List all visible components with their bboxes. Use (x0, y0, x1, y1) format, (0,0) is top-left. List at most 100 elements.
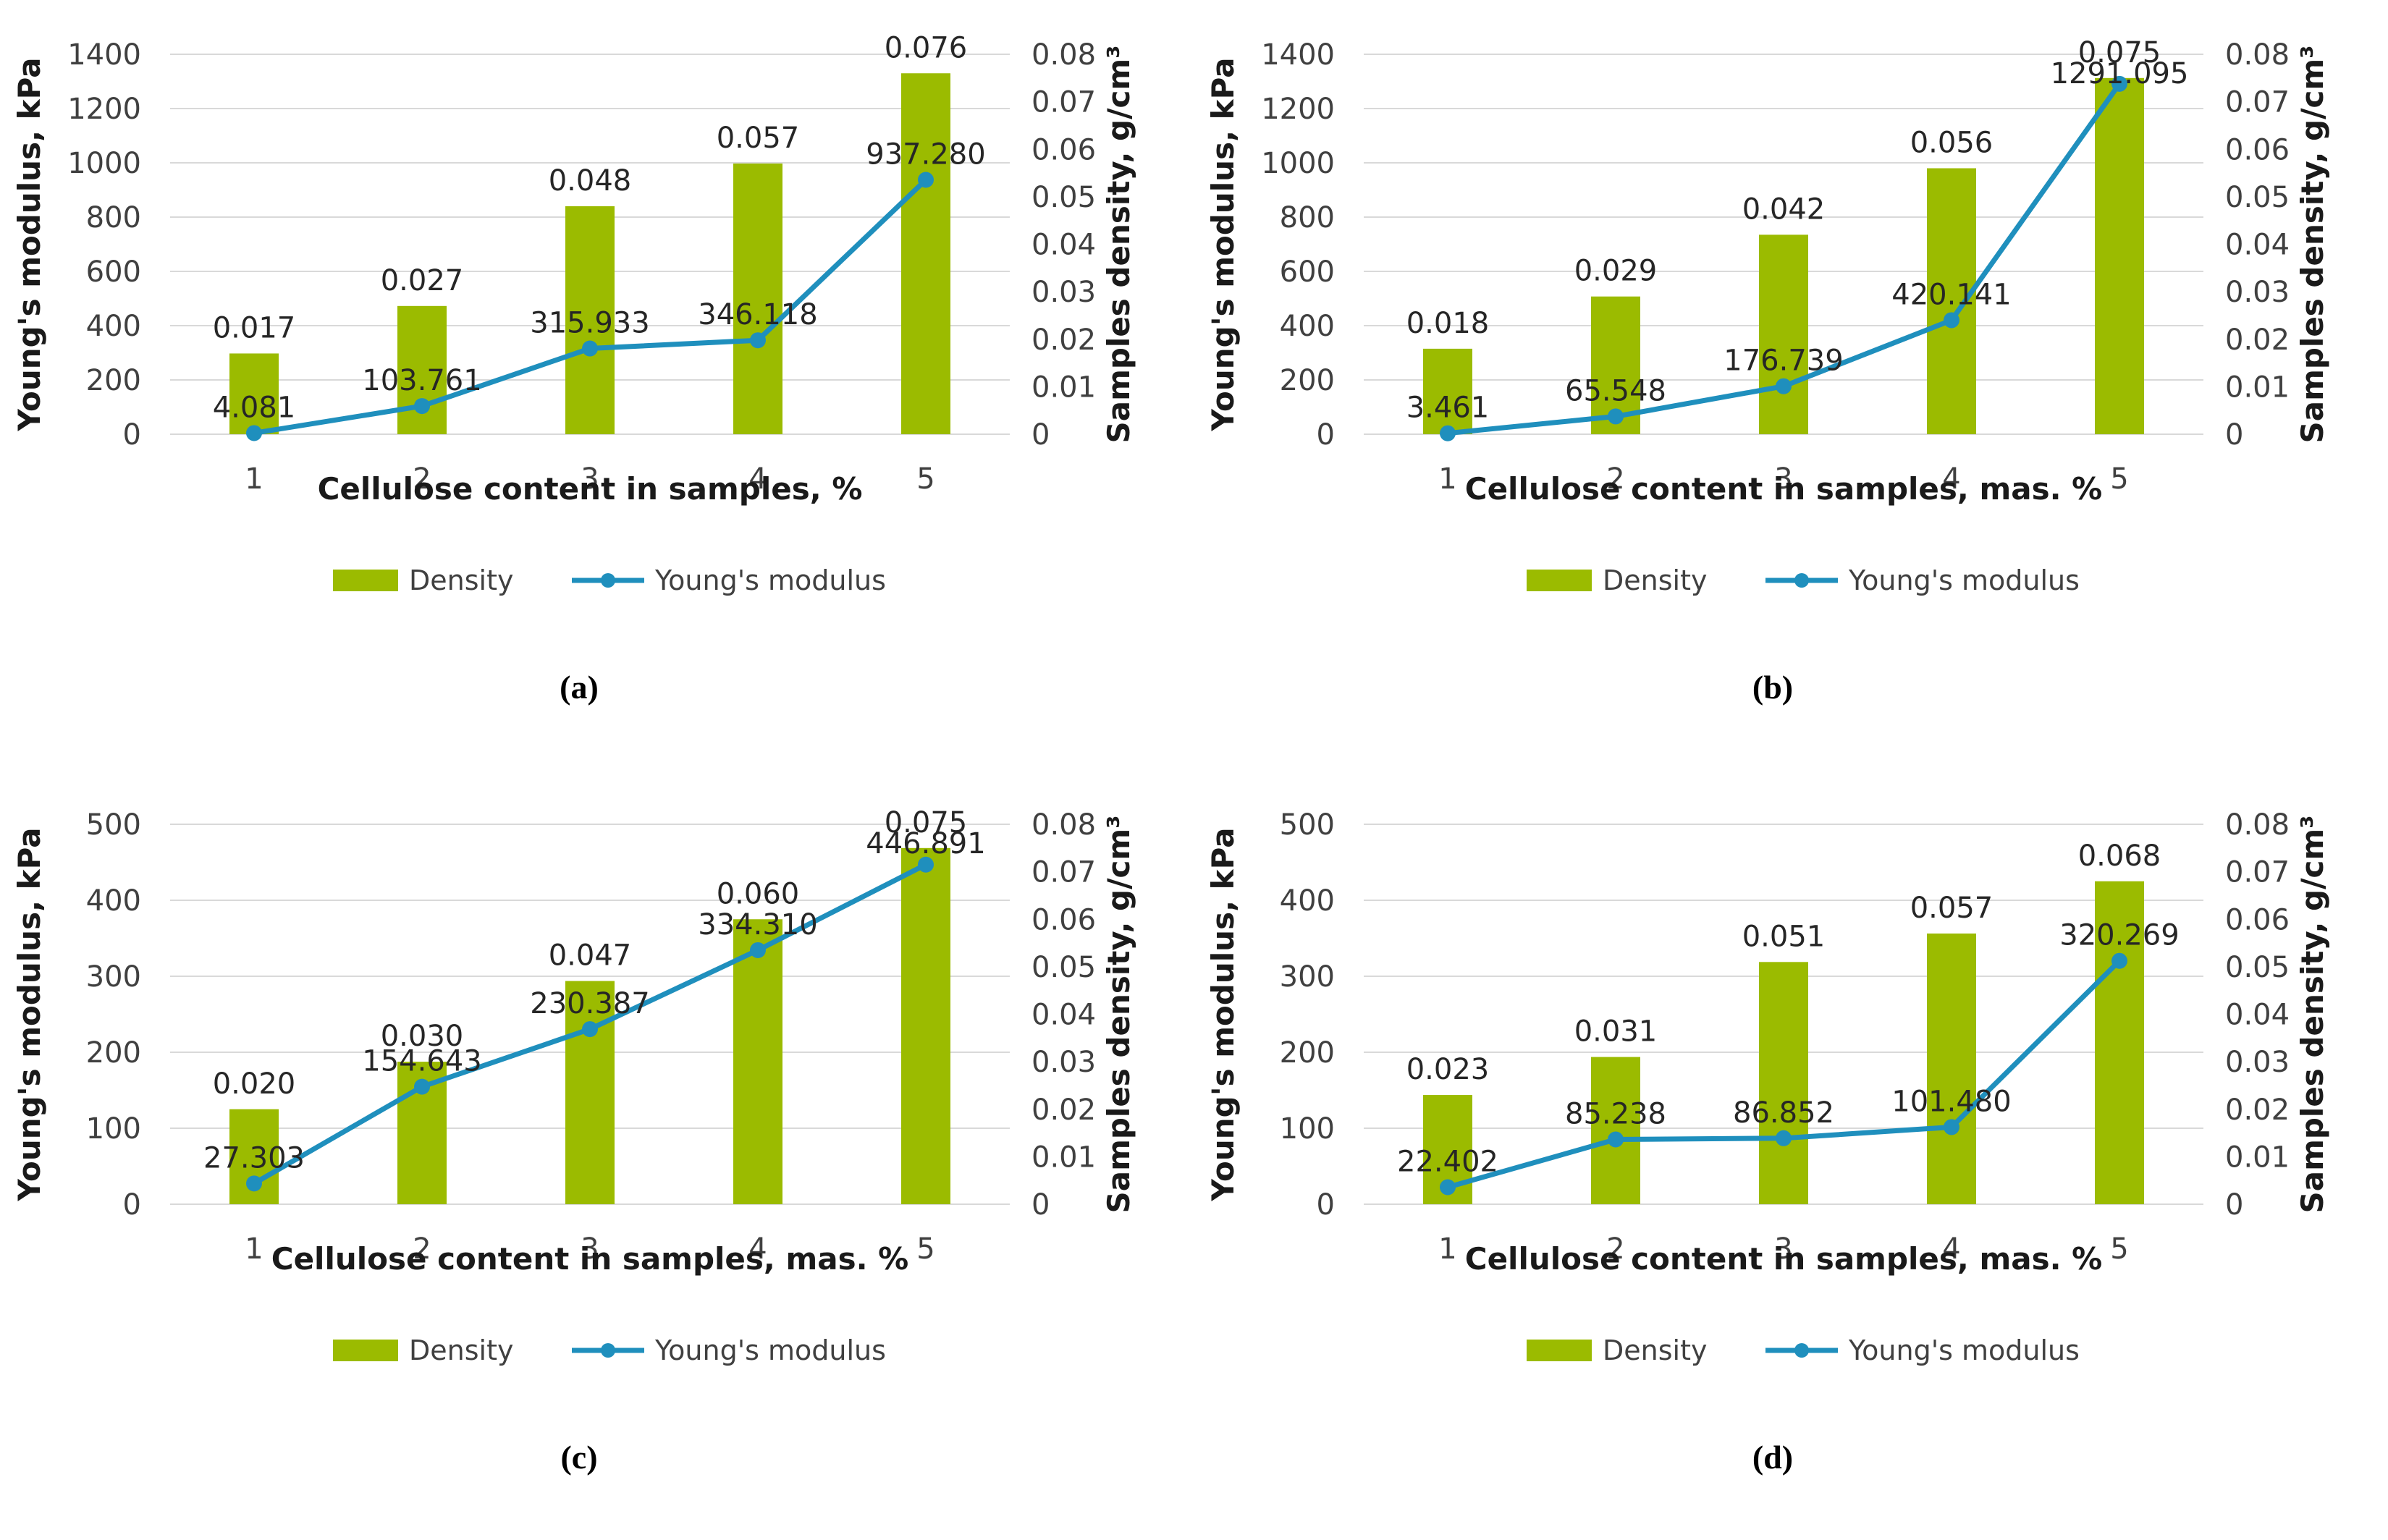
y2-axis-title: Samples density, g/cm³ (2295, 816, 2330, 1214)
y2-tick-label: 0.05 (1031, 951, 1096, 984)
x-tick-label: 3 (1774, 1232, 1792, 1266)
y2-tick-label: 0.01 (2225, 1141, 2290, 1174)
x-tick-label: 3 (581, 462, 599, 496)
y2-tick-label: 0.06 (1031, 903, 1096, 936)
youngs-modulus-data-label: 22.402 (1397, 1145, 1498, 1178)
density-data-label: 0.057 (717, 122, 800, 155)
youngs-modulus-point (582, 1021, 598, 1038)
y2-tick-label: 0.01 (1031, 1141, 1096, 1174)
youngs-modulus-point (582, 340, 598, 357)
y-tick-label: 300 (86, 960, 141, 994)
x-tick-label: 4 (748, 1232, 767, 1266)
legend-youngs-label: Young's modulus (654, 1334, 886, 1366)
y2-tick-label: 0.04 (1031, 999, 1096, 1032)
youngs-modulus-point (1440, 1179, 1456, 1196)
youngs-modulus-point (246, 1175, 262, 1192)
legend-density-label: Density (1603, 564, 1707, 596)
youngs-modulus-point (1440, 425, 1456, 441)
youngs-modulus-data-label: 65.548 (1565, 374, 1666, 407)
chart-panel-b: 0 200 400 600 800 1000 1200 1400 0 0.01 0.02 0.03 0.… (1194, 0, 2388, 770)
density-data-label: 0.018 (1406, 307, 1490, 340)
y2-tick-label: 0 (2225, 1188, 2243, 1222)
x-tick-label: 5 (2110, 462, 2128, 496)
youngs-modulus-point (1608, 408, 1624, 425)
youngs-modulus-data-label: 86.852 (1733, 1096, 1834, 1130)
density-bar (1759, 234, 1808, 434)
density-bar (229, 353, 279, 434)
youngs-modulus-point (2111, 952, 2127, 969)
x-axis-title: Cellulose content in samples, mas. % (1465, 1241, 2102, 1277)
y-tick-label: 500 (1280, 808, 1335, 842)
youngs-modulus-data-label: 315.933 (530, 307, 649, 340)
y-tick-label: 400 (86, 310, 141, 343)
y-axis-title: Young's modulus, kPa (12, 57, 47, 431)
youngs-modulus-point (1944, 1119, 1959, 1135)
density-data-label: 0.029 (1574, 255, 1658, 288)
y-tick-label: 200 (86, 1036, 141, 1070)
x-tick-label: 3 (1774, 462, 1792, 496)
youngs-modulus-point (246, 425, 262, 441)
y-tick-label: 400 (86, 884, 141, 918)
y-tick-label: 600 (86, 255, 141, 289)
youngs-modulus-point (1608, 1131, 1624, 1148)
density-data-label: 0.075 (885, 806, 968, 839)
x-tick-label: 4 (1942, 462, 1960, 496)
density-data-label: 0.051 (1742, 920, 1826, 953)
density-bar (1759, 962, 1808, 1204)
y-tick-label: 300 (1280, 960, 1335, 994)
x-tick-label: 2 (413, 1232, 431, 1266)
y2-tick-label: 0.02 (1031, 1093, 1096, 1127)
density-bar (733, 163, 782, 434)
youngs-modulus-point (918, 856, 934, 873)
youngs-modulus-data-label: 230.387 (530, 987, 649, 1020)
y-tick-label: 100 (1280, 1112, 1335, 1146)
density-bar (1927, 933, 1976, 1204)
x-tick-label: 4 (1942, 1232, 1960, 1266)
density-data-label: 0.020 (213, 1067, 296, 1101)
y2-tick-label: 0.08 (1031, 38, 1096, 72)
x-tick-label: 3 (581, 1232, 599, 1266)
density-data-label: 0.031 (1574, 1015, 1658, 1049)
y-tick-label: 500 (86, 808, 141, 842)
x-tick-label: 2 (413, 462, 431, 496)
y2-tick-label: 0.03 (2225, 276, 2290, 309)
y2-tick-label: 0.02 (2225, 1093, 2290, 1127)
legend-density-label: Density (409, 1334, 513, 1366)
density-data-label: 0.076 (885, 31, 968, 64)
x-tick-label: 1 (245, 462, 263, 496)
legend-youngs-marker (1794, 573, 1809, 588)
y-tick-label: 0 (1317, 418, 1335, 452)
density-data-label: 0.060 (717, 877, 800, 910)
y-tick-label: 1400 (1261, 38, 1335, 72)
youngs-modulus-data-label: 27.303 (203, 1141, 305, 1175)
youngs-modulus-data-label: 320.269 (2059, 919, 2179, 952)
youngs-modulus-data-label: 1291.095 (2051, 57, 2189, 90)
y-tick-label: 1000 (1261, 147, 1335, 180)
y-tick-label: 100 (86, 1112, 141, 1146)
density-bar (901, 73, 950, 434)
youngs-modulus-point (1944, 312, 1959, 329)
density-bar (565, 981, 615, 1204)
y2-tick-label: 0.03 (1031, 276, 1096, 309)
density-data-label: 0.047 (549, 939, 632, 973)
panel-caption: (c) (560, 1439, 597, 1476)
y2-tick-label: 0.01 (2225, 371, 2290, 404)
y-axis-title: Young's modulus, kPa (12, 827, 47, 1201)
chart-d: 0 100 200 300 400 500 0 0.01 0.02 0.03 0.04 0.05 0.0… (1205, 808, 2330, 1476)
youngs-modulus-data-label: 346.118 (698, 298, 817, 331)
y-tick-label: 0 (123, 1188, 141, 1222)
density-bar (2095, 881, 2144, 1204)
y2-axis-title: Samples density, g/cm³ (2295, 46, 2330, 444)
legend-density-swatch (1527, 570, 1592, 591)
x-tick-label: 1 (245, 1232, 263, 1266)
y2-tick-label: 0 (1031, 418, 1050, 452)
panel-caption: (b) (1752, 669, 1793, 706)
y2-tick-label: 0.01 (1031, 371, 1096, 404)
density-data-label: 0.056 (1910, 127, 1993, 160)
y-tick-label: 800 (86, 201, 141, 234)
y-tick-label: 200 (86, 364, 141, 397)
y-axis-title: Young's modulus, kPa (1205, 827, 1241, 1201)
legend-youngs-label: Young's modulus (1848, 1334, 2080, 1366)
y2-tick-label: 0 (1031, 1188, 1050, 1222)
legend-youngs-label: Young's modulus (1848, 564, 2080, 596)
